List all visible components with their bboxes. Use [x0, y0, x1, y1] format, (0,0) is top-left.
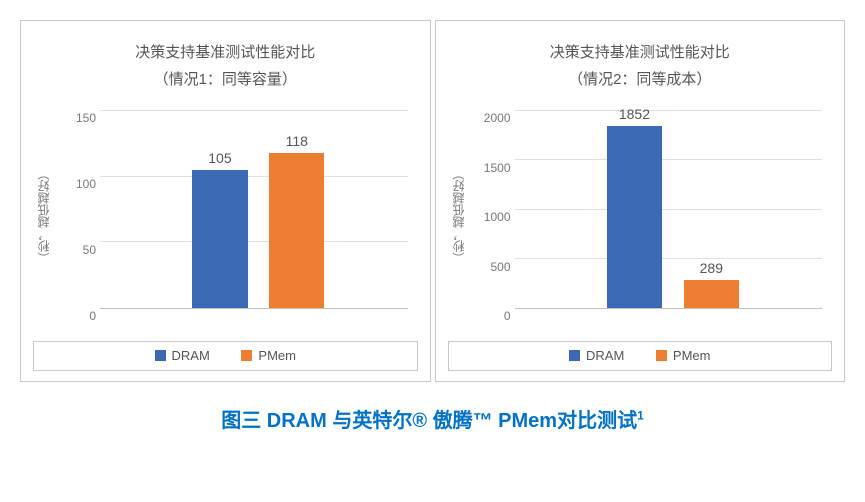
- figure-caption: 图三 DRAM 与英特尔® 傲腾™ PMem对比测试1: [20, 404, 845, 433]
- chart-area-2: （秒，越低越好） 0 500 1000 1500 2000 1852 289: [448, 101, 833, 331]
- ytick-label: 0: [58, 309, 96, 323]
- bar-value-label: 105: [208, 150, 231, 166]
- legend-swatch-dram-2: [569, 350, 580, 361]
- ytick-label: 500: [473, 260, 511, 274]
- bar-pmem: 289: [684, 280, 739, 308]
- bar-dram: 1852: [607, 126, 662, 308]
- chart-2-legend: DRAM PMem: [448, 341, 833, 371]
- grid-line: [100, 176, 408, 177]
- legend-swatch-pmem-2: [656, 350, 667, 361]
- ytick-label: 0: [473, 309, 511, 323]
- chart-title-1-line1: 决策支持基准测试性能对比: [33, 39, 418, 66]
- legend-swatch-dram: [155, 350, 166, 361]
- chart-2-ylabel: （秒，越低越好）: [448, 168, 469, 264]
- chart-title-2-line2: （情况2：同等成本）: [448, 66, 833, 93]
- chart-title-2-line1: 决策支持基准测试性能对比: [448, 39, 833, 66]
- legend-swatch-pmem: [241, 350, 252, 361]
- grid-line: [515, 159, 823, 160]
- legend-item-dram-2: DRAM: [569, 348, 624, 363]
- legend-item-pmem-2: PMem: [656, 348, 711, 363]
- chart-2-plot-inner: 1852 289: [515, 111, 823, 309]
- legend-label-pmem-2: PMem: [673, 348, 711, 363]
- bar-value-label: 118: [286, 133, 308, 149]
- bar-dram: 105: [192, 170, 247, 308]
- chart-area-1: （秒，越低越好） 0 50 100 150 105 118: [33, 101, 418, 331]
- chart-title-1: 决策支持基准测试性能对比 （情况1：同等容量）: [33, 39, 418, 93]
- grid-line: [100, 110, 408, 111]
- legend-label-dram-2: DRAM: [586, 348, 624, 363]
- ytick-label: 150: [58, 111, 96, 125]
- chart-1-ylabel: （秒，越低越好）: [33, 168, 54, 264]
- chart-panel-2: 决策支持基准测试性能对比 （情况2：同等成本） （秒，越低越好） 0 500 100…: [435, 20, 846, 382]
- grid-line: [515, 209, 823, 210]
- chart-1-plot-inner: 105 118: [100, 111, 408, 309]
- legend-item-dram: DRAM: [155, 348, 210, 363]
- chart-title-2: 决策支持基准测试性能对比 （情况2：同等成本）: [448, 39, 833, 93]
- legend-label-dram: DRAM: [172, 348, 210, 363]
- chart-2-plot: 0 500 1000 1500 2000 1852 289: [473, 101, 833, 331]
- grid-line: [515, 258, 823, 259]
- grid-line: [100, 241, 408, 242]
- ytick-label: 1000: [473, 210, 511, 224]
- grid-line: [515, 110, 823, 111]
- legend-item-pmem: PMem: [241, 348, 296, 363]
- bar-value-label: 1852: [619, 106, 650, 122]
- ytick-label: 100: [58, 177, 96, 191]
- chart-1-legend: DRAM PMem: [33, 341, 418, 371]
- chart-panels: 决策支持基准测试性能对比 （情况1：同等容量） （秒，越低越好） 0 50 100 1…: [20, 20, 845, 382]
- chart-title-1-line2: （情况1：同等容量）: [33, 66, 418, 93]
- ytick-label: 1500: [473, 161, 511, 175]
- bar-pmem: 118: [269, 153, 324, 308]
- caption-text: DRAM 与英特尔® 傲腾™ PMem对比测试: [267, 410, 637, 432]
- chart-panel-1: 决策支持基准测试性能对比 （情况1：同等容量） （秒，越低越好） 0 50 100 1…: [20, 20, 431, 382]
- caption-sup: 1: [637, 408, 644, 422]
- bar-value-label: 289: [700, 260, 723, 276]
- figure-container: 决策支持基准测试性能对比 （情况1：同等容量） （秒，越低越好） 0 50 100 1…: [20, 20, 845, 433]
- ytick-label: 50: [58, 243, 96, 257]
- legend-label-pmem: PMem: [258, 348, 296, 363]
- caption-prefix: 图三: [221, 410, 267, 432]
- chart-1-plot: 0 50 100 150 105 118: [58, 101, 418, 331]
- ytick-label: 2000: [473, 111, 511, 125]
